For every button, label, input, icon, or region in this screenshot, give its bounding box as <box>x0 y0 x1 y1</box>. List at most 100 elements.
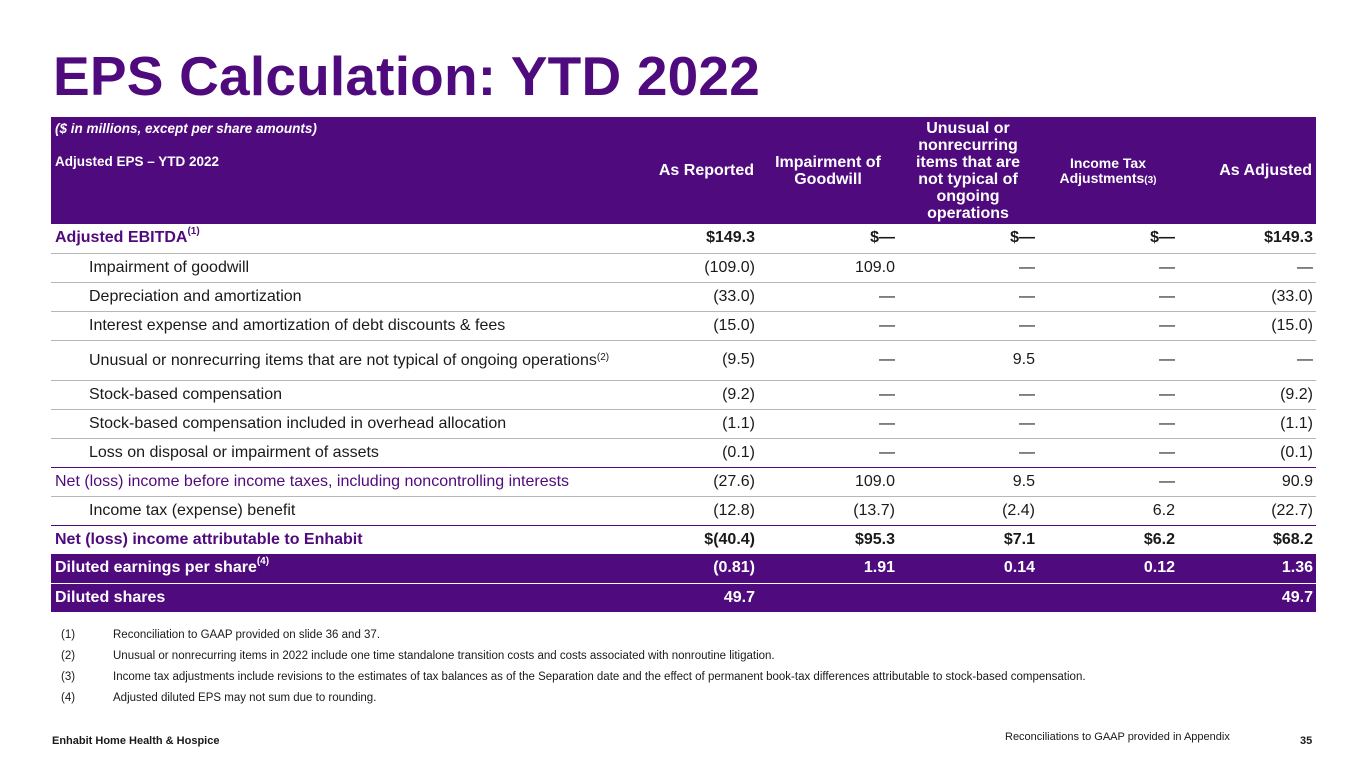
row-label: Depreciation and amortization <box>89 287 302 305</box>
cell-as-reported: $149.3 <box>706 229 755 247</box>
footnote: (4) Adjusted diluted EPS may not sum due… <box>61 688 1086 709</box>
units-note: ($ in millions, except per share amounts… <box>55 121 317 136</box>
cell-as-reported: (1.1) <box>722 414 755 432</box>
cell-unusual: 9.5 <box>1012 351 1035 368</box>
row-label: Net (loss) income before income taxes, i… <box>55 472 570 490</box>
cell-income-tax: $6.2 <box>1143 530 1175 548</box>
cell-income-tax: — <box>1159 414 1175 432</box>
cell-income-tax: — <box>1159 385 1175 403</box>
row-label: Interest expense and amortization of deb… <box>89 316 506 334</box>
cell-as-adjusted: 90.9 <box>1281 472 1313 490</box>
row-label: Income tax (expense) benefit <box>89 501 296 519</box>
table-row-adjusted-ebitda: Adjusted EBITDA(1) $149.3 $— $— $— $149.… <box>51 224 1316 253</box>
cell-impairment: — <box>879 385 895 403</box>
cell-impairment: — <box>879 316 895 334</box>
cell-as-adjusted: — <box>1297 351 1313 368</box>
footnote-text: Income tax adjustments include revisions… <box>113 671 1086 683</box>
row-label: Stock-based compensation included in ove… <box>89 414 507 432</box>
column-header-as-reported: As Reported <box>658 162 754 179</box>
footnote-number: (2) <box>61 650 76 662</box>
cell-unusual: — <box>1019 443 1035 461</box>
footer-company: Enhabit Home Health & Hospice <box>52 735 220 747</box>
table-row-income-tax: Income tax (expense) benefit (12.8) (13.… <box>51 496 1316 525</box>
table-row-unusual-items: Unusual or nonrecurring items that are n… <box>51 340 1316 380</box>
cell-as-reported: (15.0) <box>713 316 755 334</box>
income-tax-footnote-ref: (3) <box>1144 174 1157 186</box>
cell-income-tax: — <box>1159 287 1175 305</box>
table-row-loss-on-disposal: Loss on disposal or impairment of assets… <box>51 438 1316 467</box>
cell-as-reported: (0.1) <box>722 443 755 461</box>
cell-as-reported: (109.0) <box>704 258 755 276</box>
slide-title: EPS Calculation: YTD 2022 <box>53 45 761 107</box>
cell-as-adjusted: (0.1) <box>1280 443 1313 461</box>
column-header-as-adjusted: As Adjusted <box>1219 162 1312 179</box>
footnote-number: (4) <box>61 692 76 704</box>
footnote-text: Unusual or nonrecurring items in 2022 in… <box>113 650 775 662</box>
row-label: Impairment of goodwill <box>89 258 250 276</box>
cell-income-tax: $— <box>1150 229 1175 247</box>
row-label: Net (loss) income attributable to Enhabi… <box>55 530 363 548</box>
cell-as-reported: (27.6) <box>713 472 755 490</box>
cell-unusual <box>898 583 1038 612</box>
cell-unusual: (2.4) <box>1002 501 1035 519</box>
cell-income-tax: — <box>1159 351 1175 368</box>
cell-income-tax: — <box>1159 258 1175 276</box>
footer-note: Reconciliations to GAAP provided in Appe… <box>1005 731 1230 743</box>
cell-income-tax: 0.12 <box>1038 554 1178 583</box>
footnotes: (1) Reconciliation to GAAP provided on s… <box>61 625 1086 709</box>
cell-as-reported: (33.0) <box>713 287 755 305</box>
cell-unusual: 9.5 <box>1012 472 1035 490</box>
footnote: (3) Income tax adjustments include revis… <box>61 667 1086 688</box>
cell-impairment: — <box>879 414 895 432</box>
cell-as-adjusted: $68.2 <box>1272 530 1313 548</box>
table-row-stock-comp-overhead: Stock-based compensation included in ove… <box>51 409 1316 438</box>
cell-impairment: $95.3 <box>854 530 895 548</box>
cell-unusual: — <box>1019 414 1035 432</box>
column-header-impairment: Impairment of Goodwill <box>775 153 881 188</box>
row-label: Unusual or nonrecurring items that are n… <box>89 351 610 369</box>
cell-as-adjusted: 1.36 <box>1178 554 1316 583</box>
column-header-income-tax: Income Tax Adjustments(3) <box>1038 117 1178 224</box>
row-label: Diluted shares <box>51 583 618 612</box>
cell-impairment <box>758 583 898 612</box>
footnote-text: Adjusted diluted EPS may not sum due to … <box>113 692 377 704</box>
column-header-unusual-items: Unusual or nonrecurring items that are n… <box>915 119 1021 222</box>
cell-income-tax <box>1038 583 1178 612</box>
table-row-diluted-eps: Diluted earnings per share(4) (0.81) 1.9… <box>51 554 1316 583</box>
cell-impairment: 109.0 <box>854 258 895 276</box>
cell-as-adjusted: (1.1) <box>1280 414 1313 432</box>
cell-as-adjusted: (9.2) <box>1280 385 1313 403</box>
cell-unusual: $7.1 <box>1003 530 1035 548</box>
cell-as-reported: (9.2) <box>722 385 755 403</box>
eps-table: ($ in millions, except per share amounts… <box>51 117 1316 613</box>
table-row-impairment-of-goodwill: Impairment of goodwill (109.0) 109.0 — —… <box>51 253 1316 282</box>
page-number: 35 <box>1300 735 1313 747</box>
cell-impairment: $— <box>870 229 895 247</box>
table-row-net-loss-attributable: Net (loss) income attributable to Enhabi… <box>51 525 1316 554</box>
cell-unusual: 0.14 <box>898 554 1038 583</box>
cell-as-adjusted: $149.3 <box>1264 229 1313 247</box>
cell-unusual: — <box>1019 316 1035 334</box>
cell-impairment: — <box>879 351 895 368</box>
table-row-depreciation: Depreciation and amortization (33.0) — —… <box>51 282 1316 311</box>
row-label: Diluted earnings per share(4) <box>51 554 618 583</box>
cell-as-reported: (0.81) <box>618 554 758 583</box>
cell-impairment: 109.0 <box>854 472 895 490</box>
row-label: Adjusted EBITDA(1) <box>55 226 200 247</box>
footnote-text: Reconciliation to GAAP provided on slide… <box>113 629 381 641</box>
footnote-number: (3) <box>61 671 76 683</box>
cell-income-tax: — <box>1159 472 1175 490</box>
cell-as-reported: (12.8) <box>713 501 755 519</box>
footnote-ref: (2) <box>596 351 610 363</box>
table-row-diluted-shares: Diluted shares 49.7 49.7 <box>51 583 1316 612</box>
header-label-cell: ($ in millions, except per share amounts… <box>51 117 618 224</box>
cell-impairment: — <box>879 443 895 461</box>
cell-impairment: — <box>879 287 895 305</box>
cell-as-adjusted: 49.7 <box>1178 583 1316 612</box>
income-tax-label: Income Tax Adjustments <box>1059 154 1146 186</box>
cell-as-reported: (9.5) <box>722 351 755 368</box>
row-label: Stock-based compensation <box>89 385 282 403</box>
cell-income-tax: 6.2 <box>1152 501 1175 519</box>
cell-income-tax: — <box>1159 316 1175 334</box>
footnote-number: (1) <box>61 629 76 641</box>
